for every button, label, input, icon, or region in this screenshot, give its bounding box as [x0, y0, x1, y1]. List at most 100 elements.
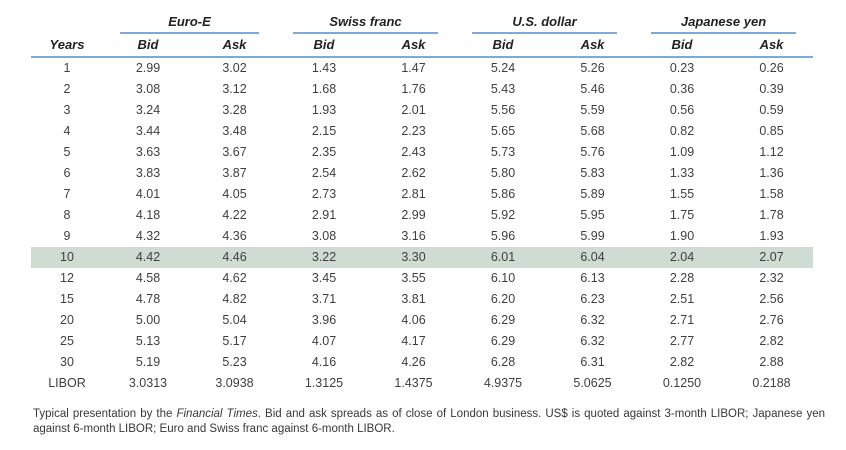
swiss-bid-cell: 4.07 — [311, 334, 337, 348]
euro-ask-header: Ask — [222, 37, 247, 52]
yen-ask-cell: 0.59 — [759, 103, 784, 117]
usd-bid-cell: 6.10 — [490, 271, 516, 285]
usd-bid-cell: 4.9375 — [483, 376, 523, 390]
usd-bid-cell: 6.29 — [490, 334, 516, 348]
usd-ask-cell: 5.83 — [580, 166, 605, 180]
yen-ask-cell: 0.2188 — [752, 376, 791, 390]
usd-bid-cell: 5.24 — [490, 61, 516, 75]
usd-ask-cell: 5.99 — [580, 229, 605, 243]
table-row: 7 4.01 4.05 2.73 2.81 5.86 5.89 1.55 1.5… — [31, 184, 813, 205]
year-cell: 2 — [63, 82, 71, 96]
table-row: 30 5.19 5.23 4.16 4.26 6.28 6.31 2.82 2.… — [31, 352, 813, 373]
yen-ask-cell: 0.39 — [759, 82, 784, 96]
swiss-bid-cell: 3.22 — [311, 250, 337, 264]
year-cell: 5 — [63, 145, 71, 159]
yen-bid-cell: 2.51 — [669, 292, 695, 306]
yen-bid-cell: 0.36 — [669, 82, 695, 96]
yen-ask-cell: 2.88 — [759, 355, 784, 369]
euro-bid-cell: 4.18 — [135, 208, 161, 222]
usd-ask-cell: 6.32 — [580, 313, 605, 327]
usd-ask-cell: 6.31 — [580, 355, 605, 369]
euro-ask-cell: 4.05 — [222, 187, 247, 201]
usd-ask-cell: 6.23 — [580, 292, 605, 306]
yen-ask-cell: 1.12 — [759, 145, 784, 159]
yen-ask-cell: 1.58 — [759, 187, 784, 201]
currency-group-header-row: Euro-E Swiss franc U.S. dollar Japanese … — [31, 8, 813, 34]
euro-ask-cell: 3.0938 — [215, 376, 254, 390]
usd-ask-cell: 6.04 — [580, 250, 605, 264]
usd-bid-cell: 5.96 — [490, 229, 516, 243]
swiss-bid-cell: 2.15 — [311, 124, 337, 138]
swiss-ask-cell: 1.47 — [401, 61, 426, 75]
swiss-ask-cell: 3.30 — [401, 250, 426, 264]
table-row: 1 2.99 3.02 1.43 1.47 5.24 5.26 0.23 0.2… — [31, 58, 813, 79]
yen-bid-cell: 2.04 — [669, 250, 695, 264]
yen-ask-cell: 2.82 — [759, 334, 784, 348]
usd-bid-cell: 5.73 — [490, 145, 516, 159]
euro-bid-cell: 4.42 — [135, 250, 161, 264]
swiss-ask-cell: 1.76 — [401, 82, 426, 96]
year-cell: 25 — [60, 334, 74, 348]
yen-ask-cell: 2.56 — [759, 292, 784, 306]
usd-ask-cell: 5.76 — [580, 145, 605, 159]
usd-ask-header: Ask — [580, 37, 605, 52]
euro-bid-cell: 3.83 — [135, 166, 161, 180]
year-cell: 6 — [63, 166, 71, 180]
yen-ask-cell: 1.78 — [759, 208, 784, 222]
year-cell: 9 — [63, 229, 71, 243]
table-footnote: Typical presentation by the Financial Ti… — [33, 407, 825, 437]
usd-bid-cell: 5.80 — [490, 166, 516, 180]
year-cell: 7 — [63, 187, 71, 201]
yen-bid-header: Bid — [671, 37, 693, 52]
group-header-euro: Euro-E — [120, 14, 259, 34]
usd-ask-cell: 6.32 — [580, 334, 605, 348]
euro-ask-cell: 5.04 — [222, 313, 247, 327]
usd-ask-cell: 5.0625 — [573, 376, 612, 390]
yen-bid-cell: 0.82 — [669, 124, 695, 138]
swiss-ask-cell: 2.43 — [401, 145, 426, 159]
year-cell: 20 — [60, 313, 74, 327]
usd-bid-cell: 6.01 — [490, 250, 516, 264]
table-row: 15 4.78 4.82 3.71 3.81 6.20 6.23 2.51 2.… — [31, 289, 813, 310]
yen-bid-cell: 2.77 — [669, 334, 695, 348]
swiss-bid-cell: 2.73 — [311, 187, 337, 201]
euro-bid-header: Bid — [137, 37, 159, 52]
usd-bid-cell: 5.86 — [490, 187, 516, 201]
yen-ask-cell: 1.93 — [759, 229, 784, 243]
yen-bid-cell: 1.09 — [669, 145, 695, 159]
yen-bid-cell: 1.75 — [669, 208, 695, 222]
usd-ask-cell: 5.68 — [580, 124, 605, 138]
usd-bid-cell: 6.20 — [490, 292, 516, 306]
usd-bid-cell: 6.29 — [490, 313, 516, 327]
swiss-bid-cell: 3.96 — [311, 313, 337, 327]
euro-bid-cell: 5.13 — [135, 334, 161, 348]
yen-ask-cell: 2.76 — [759, 313, 784, 327]
swiss-ask-cell: 3.55 — [401, 271, 426, 285]
euro-bid-cell: 4.58 — [135, 271, 161, 285]
usd-ask-cell: 5.46 — [580, 82, 605, 96]
usd-bid-cell: 5.56 — [490, 103, 516, 117]
swiss-ask-cell: 3.16 — [401, 229, 426, 243]
swiss-ask-cell: 2.99 — [401, 208, 426, 222]
euro-bid-cell: 3.08 — [135, 82, 161, 96]
group-header-japanese-yen: Japanese yen — [651, 14, 796, 34]
euro-bid-cell: 4.32 — [135, 229, 161, 243]
usd-ask-cell: 6.13 — [580, 271, 605, 285]
euro-bid-cell: 4.01 — [135, 187, 161, 201]
euro-ask-cell: 4.46 — [222, 250, 247, 264]
usd-ask-cell: 5.26 — [580, 61, 605, 75]
swiss-bid-cell: 1.43 — [311, 61, 337, 75]
euro-ask-cell: 5.17 — [222, 334, 247, 348]
table-row: 8 4.18 4.22 2.91 2.99 5.92 5.95 1.75 1.7… — [31, 205, 813, 226]
swiss-ask-cell: 4.26 — [401, 355, 426, 369]
year-cell: 30 — [60, 355, 74, 369]
swiss-ask-cell: 1.4375 — [394, 376, 433, 390]
yen-bid-cell: 0.1250 — [662, 376, 702, 390]
euro-bid-cell: 4.78 — [135, 292, 161, 306]
swiss-ask-header: Ask — [401, 37, 426, 52]
swiss-bid-cell: 1.93 — [311, 103, 337, 117]
euro-bid-cell: 3.0313 — [128, 376, 168, 390]
yen-ask-cell: 0.85 — [759, 124, 784, 138]
euro-bid-cell: 5.00 — [135, 313, 161, 327]
table-row: 20 5.00 5.04 3.96 4.06 6.29 6.32 2.71 2.… — [31, 310, 813, 331]
